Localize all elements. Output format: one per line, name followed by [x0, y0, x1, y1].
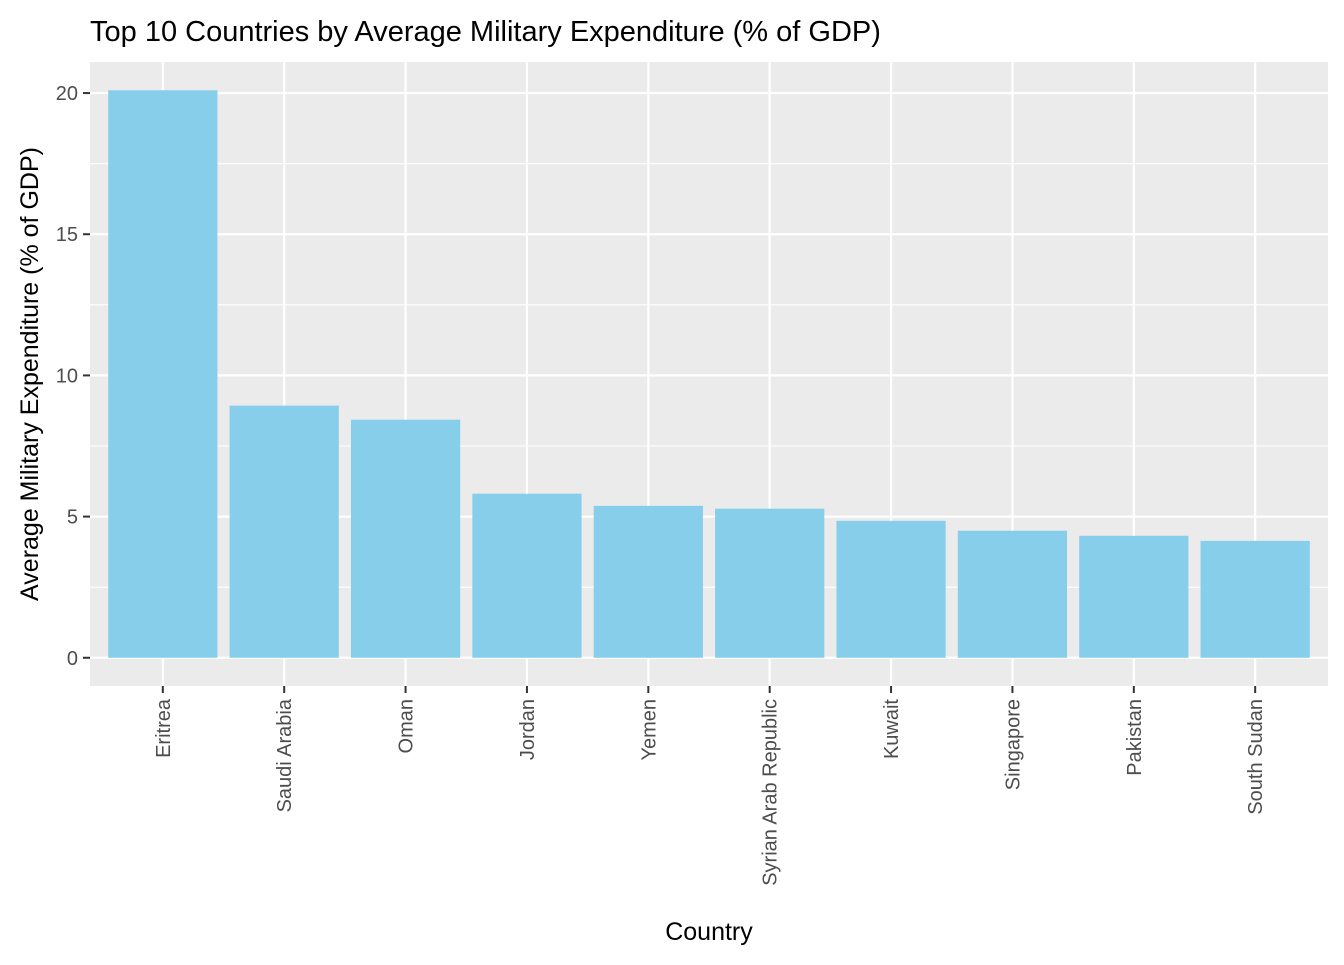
x-tick-label: Saudi Arabia — [274, 698, 296, 812]
bar — [715, 508, 825, 658]
x-tick-label: Eritrea — [153, 698, 175, 758]
x-tick-label: Singapore — [1002, 699, 1024, 790]
bar — [350, 419, 461, 658]
x-axis-title: Country — [665, 918, 753, 946]
y-axis-title: Average Military Expenditure (% of GDP) — [16, 147, 44, 601]
x-tick-label: Pakistan — [1124, 699, 1146, 776]
y-tick-label: 10 — [56, 365, 78, 387]
y-tick-label: 0 — [67, 648, 78, 670]
y-tick-label: 5 — [67, 507, 78, 529]
x-tick-label: Yemen — [638, 699, 660, 761]
bar — [229, 405, 339, 658]
bar — [957, 530, 1068, 658]
y-axis: 0 5 10 15 20 — [56, 83, 90, 670]
bar — [108, 90, 218, 658]
bars — [108, 90, 1310, 658]
x-tick-label: Jordan — [517, 699, 539, 760]
bar — [593, 505, 703, 658]
bar — [472, 493, 582, 658]
bar — [836, 520, 946, 658]
bar — [1079, 535, 1189, 658]
x-tick-label: Oman — [396, 699, 418, 753]
x-tick-label: South Sudan — [1245, 699, 1267, 815]
y-tick-label: 20 — [56, 83, 78, 105]
bar — [1200, 540, 1310, 658]
chart-title: Top 10 Countries by Average Military Exp… — [90, 16, 881, 48]
x-tick-label: Kuwait — [881, 699, 903, 759]
x-axis: Eritrea Saudi Arabia Oman Jordan Yemen Syrian… — [153, 686, 1267, 886]
x-tick-label: Syrian Arab Republic — [760, 699, 782, 886]
y-tick-label: 15 — [56, 224, 78, 246]
